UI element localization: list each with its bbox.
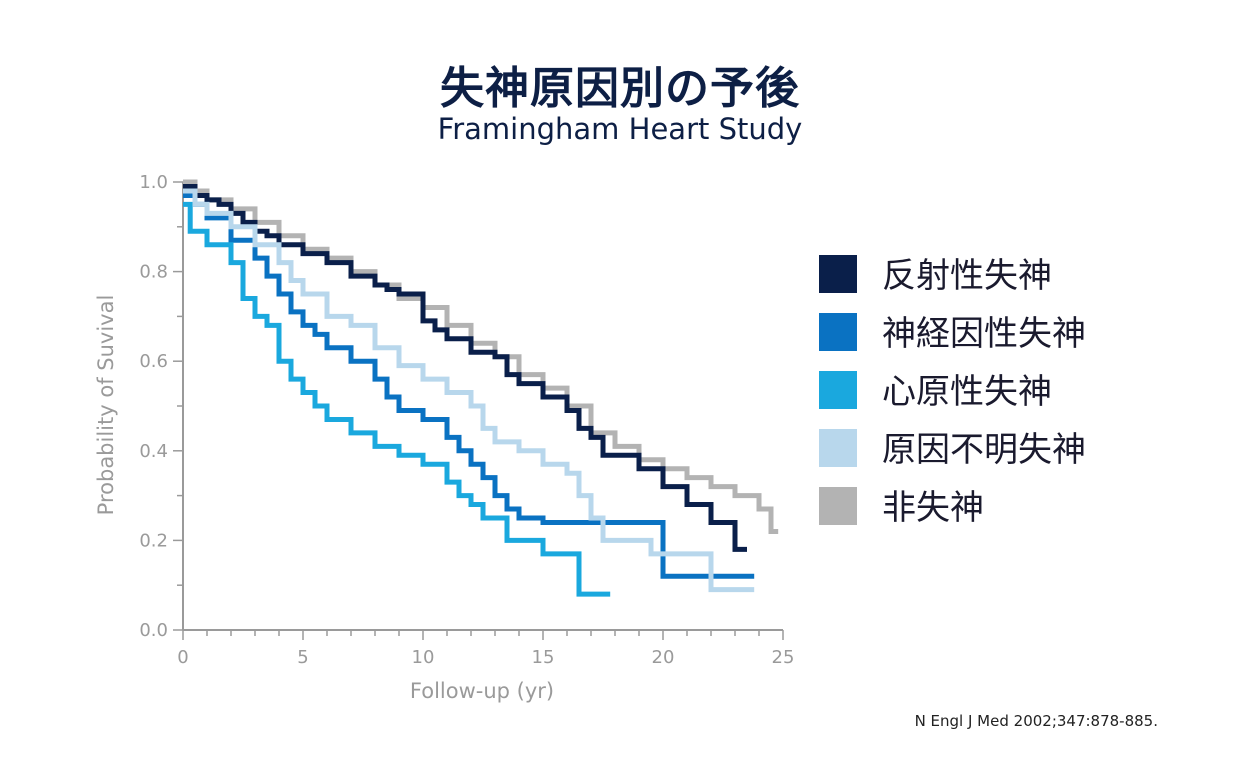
page-subtitle: Framingham Heart Study (437, 112, 803, 146)
series-line-0 (183, 179, 779, 534)
legend-swatch (819, 255, 857, 293)
x-axis-title: Follow-up (yr) (410, 679, 554, 703)
x-tick-label: 10 (412, 647, 435, 668)
chart-axes: 0 5 10 15 20 25 0.0 0.2 0.4 0.6 0.8 1.0 (139, 172, 794, 668)
legend-swatch (819, 429, 857, 467)
series-line-2 (183, 192, 755, 579)
legend-label: 原因不明失神 (882, 430, 1086, 470)
y-tick-label: 0.6 (139, 351, 168, 372)
citation: N Engl J Med 2002;347:878-885. (914, 712, 1158, 730)
x-tick-label: 5 (297, 647, 308, 668)
x-tick-label: 15 (532, 647, 555, 668)
x-tick-label: 25 (772, 647, 795, 668)
legend-label: 神経因性失神 (882, 314, 1086, 354)
x-tick-label: 20 (652, 647, 675, 668)
legend-label: 心原性失神 (882, 372, 1052, 412)
page-title: 失神原因別の予後 (440, 63, 800, 114)
series-line-1 (183, 183, 747, 552)
legend-swatch (819, 371, 857, 409)
y-tick-label: 0.4 (139, 441, 168, 462)
y-tick-label: 1.0 (139, 172, 168, 193)
legend-swatch (819, 487, 857, 525)
y-tick-label: 0.2 (139, 530, 168, 551)
y-axis-title: Probability of Suvival (94, 295, 118, 516)
legend-swatch (819, 313, 857, 351)
series-line-4 (183, 188, 755, 593)
x-tick-label: 0 (177, 647, 188, 668)
y-tick-label: 0.0 (139, 620, 168, 641)
legend-label: 非失神 (882, 488, 984, 528)
y-tick-label: 0.8 (139, 262, 168, 283)
series-layer (183, 179, 779, 597)
series-line-3 (183, 201, 611, 597)
legend-label: 反射性失神 (882, 256, 1052, 296)
